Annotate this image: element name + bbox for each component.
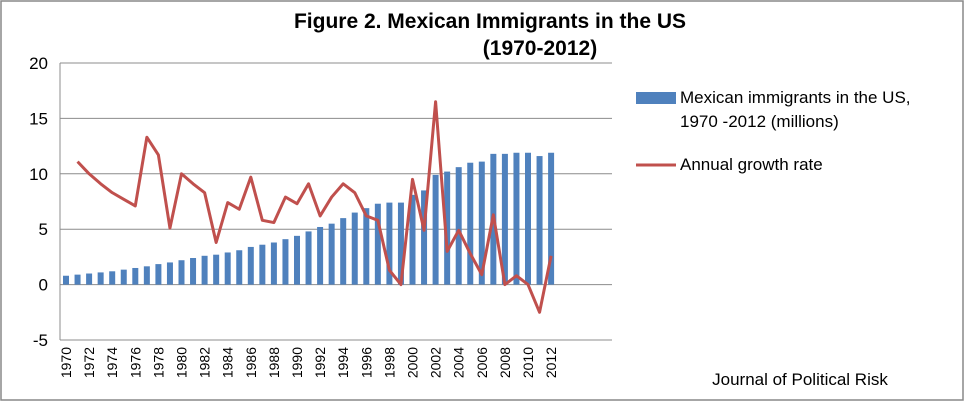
x-tick-label: 2012: [543, 347, 559, 378]
bar: [317, 226, 324, 285]
x-tick-label: 1972: [81, 347, 97, 378]
bar: [155, 264, 162, 285]
bar: [190, 258, 197, 285]
bar: [305, 231, 312, 285]
bar: [97, 272, 104, 285]
bar: [247, 246, 254, 285]
bar: [513, 152, 520, 285]
bar: [397, 202, 404, 285]
legend-label: Mexican immigrants in the US, 1970 -2012…: [680, 88, 911, 131]
bar: [351, 212, 358, 285]
y-tick-label: 15: [29, 109, 48, 128]
bar: [294, 235, 300, 285]
legend-swatch: [636, 92, 676, 104]
x-tick-label: 2008: [497, 347, 513, 378]
bar: [478, 161, 485, 285]
x-tick-label: 1976: [127, 347, 143, 378]
bar: [432, 174, 439, 285]
bar: [120, 269, 127, 285]
bar: [363, 208, 370, 285]
x-tick-label: 1986: [243, 347, 259, 378]
bar: [270, 242, 277, 285]
bar: [236, 250, 243, 285]
bar: [340, 218, 347, 285]
x-tick-label: 1992: [312, 347, 328, 378]
annotation: Journal of Political Risk: [712, 370, 888, 389]
bar: [525, 152, 531, 285]
bar: [201, 255, 208, 285]
y-tick-label: -5: [33, 331, 48, 350]
bar: [178, 260, 185, 285]
x-tick-label: 1980: [174, 347, 190, 378]
bar: [536, 156, 543, 285]
bar: [467, 162, 474, 285]
x-tick-label: 1974: [104, 347, 120, 378]
x-tick-label: 1982: [197, 347, 213, 378]
x-tick-label: 2010: [520, 347, 536, 378]
bar: [421, 190, 428, 285]
bar: [132, 267, 139, 285]
x-tick-label: 1990: [289, 347, 305, 378]
line: [76, 100, 553, 314]
chart-subtitle: (1970-2012): [483, 37, 597, 60]
y-tick-label: 20: [29, 54, 48, 73]
x-tick-label: 1994: [335, 347, 351, 378]
bar: [259, 244, 266, 285]
bar: [455, 167, 462, 285]
x-tick-label: 1978: [150, 347, 166, 378]
bar: [328, 223, 335, 285]
bar: [409, 194, 416, 285]
y-tick-label: 5: [39, 220, 48, 239]
y-tick-label: 10: [29, 165, 48, 184]
bar: [109, 271, 116, 285]
x-tick-label: 1984: [220, 347, 236, 378]
bar: [501, 153, 508, 285]
x-tick-label: 2004: [451, 347, 467, 378]
bar: [444, 171, 451, 285]
bar: [548, 152, 555, 285]
bar: [386, 202, 393, 285]
bar: [143, 266, 150, 285]
bar: [74, 274, 81, 285]
bar: [224, 252, 231, 285]
bar: [282, 239, 289, 285]
chart-title: Figure 2. Mexican Immigrants in the US: [294, 10, 686, 33]
y-tick-label: 0: [39, 276, 48, 295]
bar: [374, 203, 381, 285]
bar: [63, 275, 69, 285]
x-tick-label: 2002: [428, 347, 444, 378]
x-tick-label: 1970: [58, 347, 74, 378]
x-tick-label: 1988: [266, 347, 282, 378]
bar: [166, 262, 173, 285]
x-tick-label: 1998: [381, 347, 397, 378]
x-tick-label: 1996: [358, 347, 374, 378]
legend-label: Annual growth rate: [680, 155, 823, 174]
bar: [213, 254, 220, 285]
x-tick-label: 2006: [474, 347, 490, 378]
x-tick-label: 2000: [405, 347, 421, 378]
bar: [86, 273, 93, 285]
